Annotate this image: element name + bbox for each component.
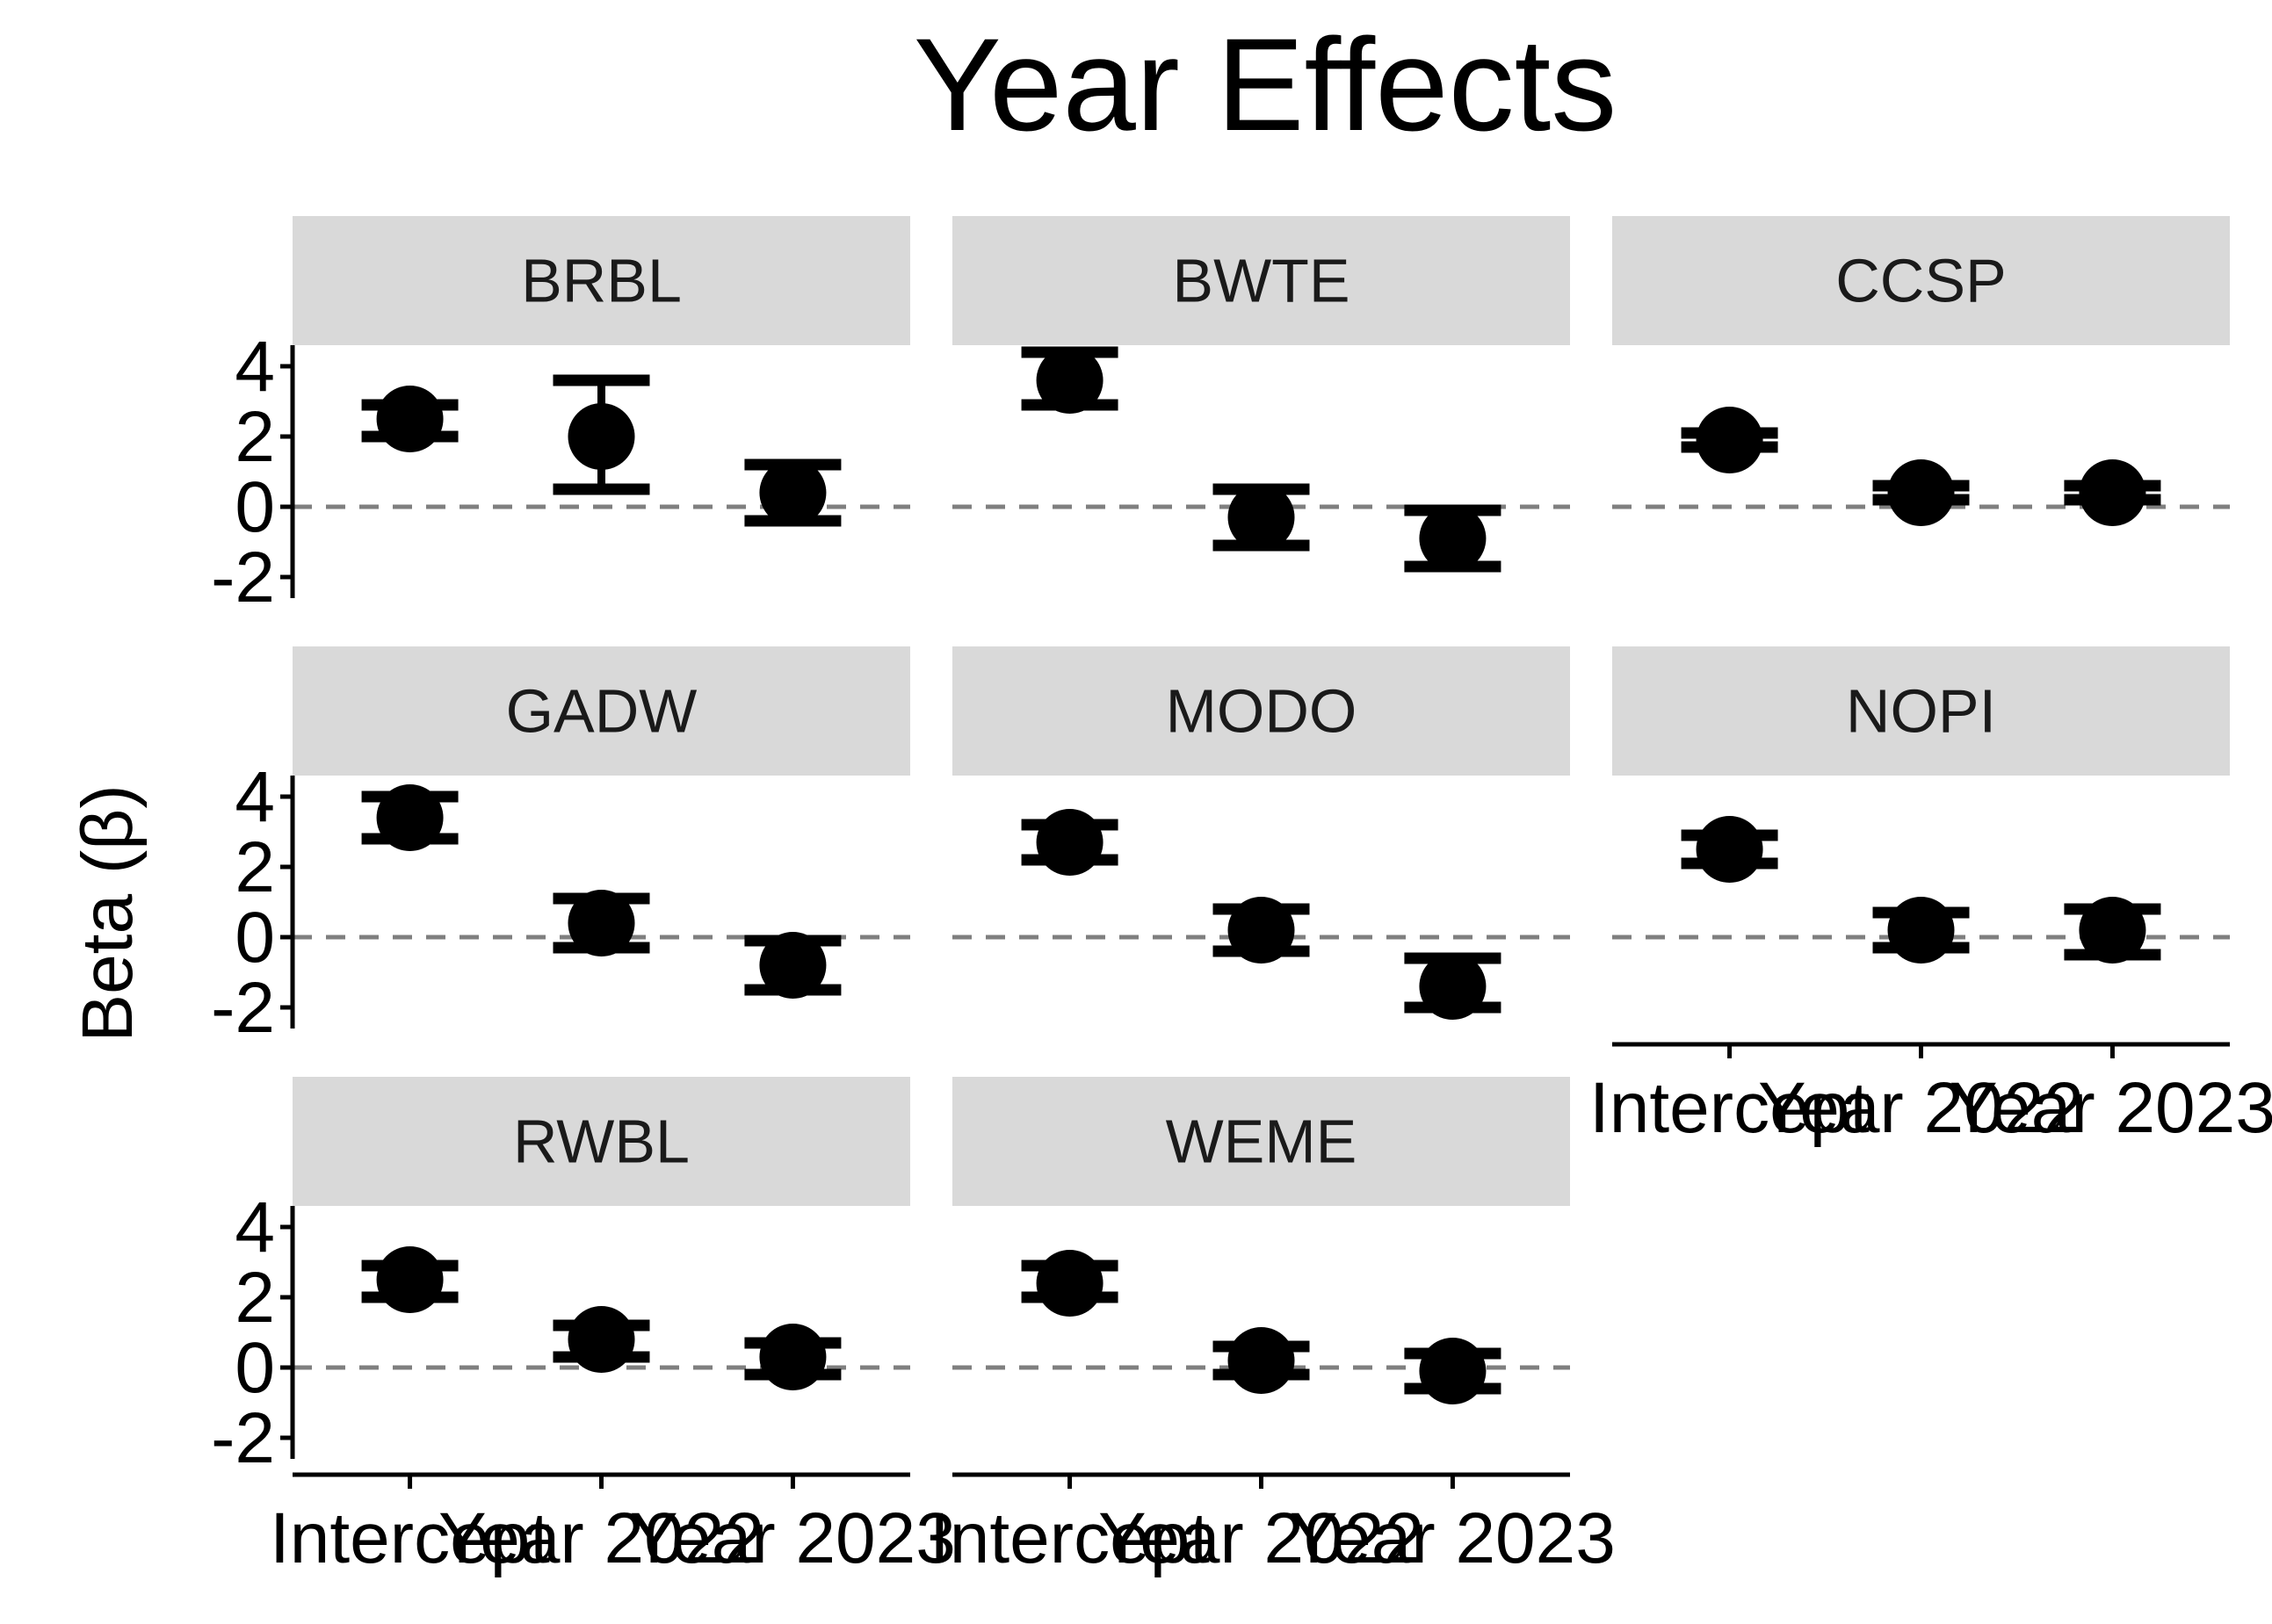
data-point	[759, 932, 827, 999]
data-point	[2079, 459, 2146, 526]
x-tick-label: Intercept	[1589, 1068, 1870, 1148]
data-point	[1419, 505, 1487, 572]
data-point	[759, 459, 827, 526]
strip-background	[293, 1077, 910, 1206]
data-point	[1887, 897, 1955, 964]
y-tick-label: 4	[235, 757, 275, 837]
strip-label: CCSP	[1835, 247, 2006, 315]
strip-background	[952, 1077, 1570, 1206]
panel-modo: MODO	[952, 646, 1570, 1020]
data-point	[376, 386, 444, 452]
y-tick-label: 4	[235, 1187, 275, 1267]
data-point	[1036, 1250, 1103, 1317]
y-tick-label: 4	[235, 327, 275, 407]
x-tick-label: Intercept	[930, 1498, 1210, 1578]
data-point	[759, 1324, 827, 1390]
y-tick-label: -2	[211, 538, 275, 617]
strip-background	[1612, 216, 2230, 345]
strip-background	[952, 216, 1570, 345]
strip-background	[293, 646, 910, 776]
panel-bwte: BWTE	[952, 216, 1570, 573]
x-tick-label: Year 2022	[438, 1498, 764, 1578]
panel-ccsp: CCSP	[1612, 216, 2230, 526]
strip-background	[1612, 646, 2230, 776]
x-tick-label: Year 2023	[630, 1498, 956, 1578]
chart-title: Year Effects	[914, 11, 1617, 158]
strip-label: BWTE	[1172, 247, 1349, 315]
x-tick-label: Year 2023	[1290, 1498, 1616, 1578]
x-tick-label: Intercept	[270, 1498, 550, 1578]
strip-label: RWBL	[513, 1108, 690, 1176]
data-point	[1036, 809, 1103, 876]
x-tick-label: Year 2022	[1758, 1068, 2084, 1148]
panel-brbl: BRBL 420-2	[211, 216, 910, 617]
data-point	[2079, 897, 2146, 964]
data-point	[376, 1246, 444, 1313]
strip-label: NOPI	[1846, 677, 1996, 746]
y-tick-label: 0	[235, 898, 275, 978]
data-point	[1227, 1327, 1295, 1394]
panel-gadw: GADW 420-2	[211, 646, 910, 1048]
data-point	[568, 890, 635, 956]
data-point	[1696, 816, 1763, 883]
strip-label: GADW	[506, 677, 698, 746]
data-point	[1036, 347, 1103, 414]
data-point	[1419, 1338, 1487, 1404]
y-axis-label: Beta (β)	[68, 784, 148, 1042]
x-tick-label: Year 2022	[1098, 1498, 1424, 1578]
data-point	[1696, 407, 1763, 473]
data-point	[1419, 953, 1487, 1020]
y-tick-label: -2	[211, 1398, 275, 1478]
x-tick-label: Year 2023	[1950, 1068, 2272, 1148]
y-tick-label: 0	[235, 467, 275, 547]
strip-label: MODO	[1166, 677, 1357, 746]
strip-background	[952, 646, 1570, 776]
y-tick-label: 2	[235, 1258, 275, 1338]
strip-label: BRBL	[521, 247, 682, 315]
data-point	[376, 784, 444, 851]
y-tick-label: 2	[235, 827, 275, 907]
y-tick-label: 2	[235, 397, 275, 477]
y-tick-label: -2	[211, 968, 275, 1048]
data-point	[1887, 459, 1955, 526]
data-point	[1227, 897, 1295, 964]
data-point	[1227, 484, 1295, 551]
data-point	[568, 403, 635, 470]
strip-label: WEME	[1166, 1108, 1357, 1176]
y-tick-label: 0	[235, 1328, 275, 1408]
strip-background	[293, 216, 910, 345]
data-point	[568, 1306, 635, 1373]
